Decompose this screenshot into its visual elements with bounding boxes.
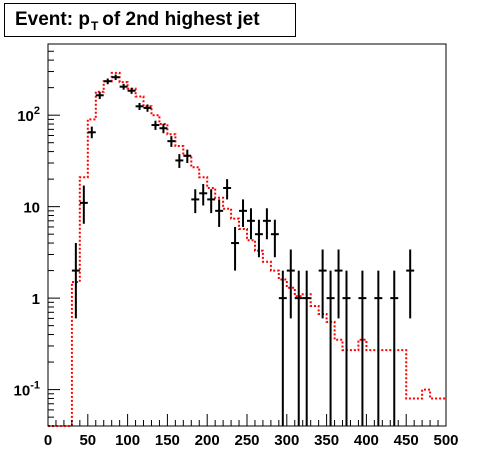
data-point xyxy=(71,243,80,319)
data-point xyxy=(294,270,303,426)
data-point xyxy=(159,123,168,134)
data-point xyxy=(191,189,200,214)
y-tick-label: 10-1 xyxy=(14,380,40,400)
data-point xyxy=(254,219,263,258)
y-tick-label: 1 xyxy=(32,291,40,308)
data-point xyxy=(223,179,232,200)
data-point xyxy=(262,208,271,240)
x-tick-label: 250 xyxy=(234,432,259,449)
plot-frame xyxy=(47,43,447,427)
mc-histogram-line xyxy=(48,71,446,427)
data-point xyxy=(95,91,104,100)
data-point xyxy=(119,83,128,90)
data-point xyxy=(374,270,383,426)
x-tick-label: 0 xyxy=(44,432,52,449)
x-tick-label: 300 xyxy=(274,432,299,449)
x-axis: 0 50 100 150 200 250 300 350 400 450 500 xyxy=(44,414,459,449)
data-point xyxy=(111,74,120,81)
data-point xyxy=(199,183,208,206)
data-point xyxy=(358,270,367,426)
data-point xyxy=(231,226,240,271)
data-point xyxy=(342,270,351,426)
data-point xyxy=(318,249,327,319)
data-point xyxy=(239,199,247,227)
data-point xyxy=(302,270,311,426)
data-point xyxy=(183,149,192,164)
x-tick-label: 200 xyxy=(195,432,220,449)
x-tick-label: 50 xyxy=(79,432,96,449)
data-point xyxy=(334,249,343,319)
data-points-layer xyxy=(71,74,415,426)
data-point xyxy=(207,189,216,214)
mc-histogram-layer xyxy=(48,71,446,427)
data-point xyxy=(87,126,96,139)
data-point xyxy=(215,199,224,227)
data-point xyxy=(270,219,279,258)
data-point xyxy=(135,102,144,110)
data-point xyxy=(79,185,88,224)
data-point xyxy=(167,136,176,147)
title-prefix: Event: p xyxy=(15,9,90,30)
data-point xyxy=(278,270,287,426)
data-point xyxy=(247,208,255,240)
data-point xyxy=(406,249,415,319)
x-tick-label: 150 xyxy=(155,432,180,449)
data-point xyxy=(151,120,160,130)
data-point xyxy=(175,154,184,168)
data-point xyxy=(103,78,112,85)
y-axis: 10-1 1 10 102 xyxy=(14,43,60,427)
y-tick-label: 102 xyxy=(17,105,40,125)
x-tick-label: 100 xyxy=(115,432,140,449)
title-subscript: T xyxy=(90,19,99,33)
data-point xyxy=(143,104,152,112)
x-tick-label: 500 xyxy=(433,432,458,449)
data-point xyxy=(127,87,136,94)
data-point xyxy=(390,270,399,426)
data-point xyxy=(326,270,335,426)
data-point xyxy=(286,249,295,319)
y-tick-label: 10 xyxy=(23,200,40,217)
x-tick-label: 350 xyxy=(314,432,339,449)
title-suffix: of 2nd highest jet xyxy=(102,9,260,30)
x-tick-label: 450 xyxy=(394,432,419,449)
plot-frame-rect xyxy=(47,43,447,427)
x-tick-label: 400 xyxy=(354,432,379,449)
